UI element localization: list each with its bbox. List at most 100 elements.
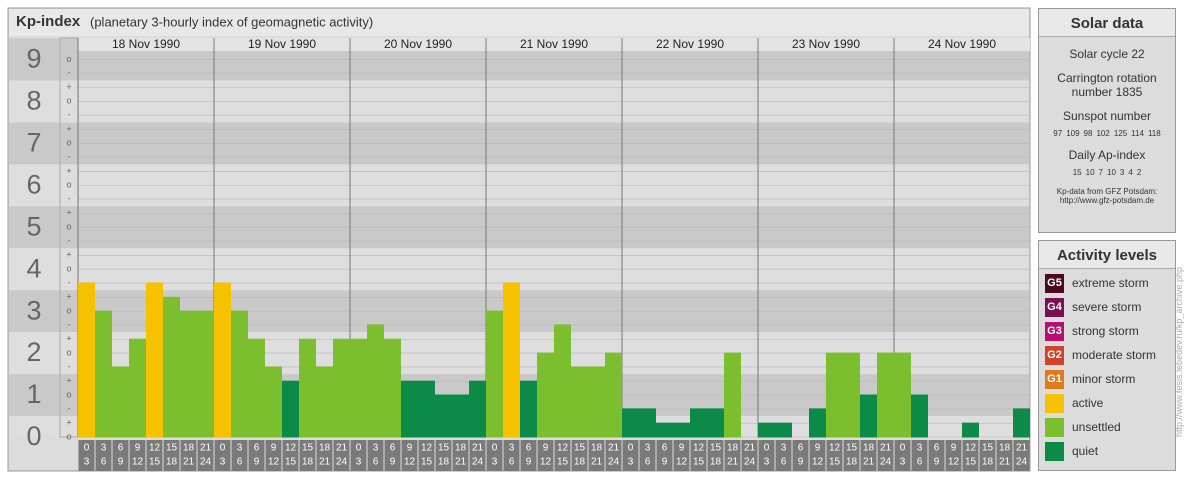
day-label: 23 Nov 1990 [792, 37, 860, 51]
list-value: 125 [1113, 129, 1128, 138]
bar [129, 338, 146, 438]
hour-box [197, 440, 214, 471]
chart-subtitle: (planetary 3-hourly index of geomagnetic… [90, 14, 373, 29]
site-url: http://www.tesis.lebedev.ru/kp_archive.p… [1174, 267, 1184, 437]
solar-title: Solar data [1039, 9, 1175, 37]
level-label: extreme storm [1072, 276, 1149, 290]
hour-start: 9 [135, 443, 141, 454]
bar [911, 394, 928, 438]
hour-end: 6 [917, 457, 923, 468]
hour-end: 9 [798, 457, 804, 468]
hour-box [180, 440, 197, 471]
list-value: 109 [1066, 129, 1080, 138]
date-header [78, 38, 1030, 51]
y-tick-label: 2 [26, 337, 41, 367]
hour-end: 24 [880, 457, 892, 468]
level-row: G4 severe storm [1045, 297, 1169, 317]
hour-end: 6 [781, 457, 787, 468]
hour-end: 21 [319, 457, 331, 468]
y-minor-label: + [66, 82, 71, 92]
hour-end: 21 [183, 457, 195, 468]
hour-box [962, 440, 979, 471]
hour-start: 3 [101, 443, 107, 454]
bar [520, 380, 537, 438]
hour-end: 24 [608, 457, 620, 468]
hour-start: 21 [744, 443, 756, 454]
sunspot-title: Sunspot number [1062, 109, 1152, 123]
hour-start: 0 [220, 443, 226, 454]
list-value: 98 [1083, 129, 1093, 138]
hour-end: 15 [149, 457, 161, 468]
hour-box [163, 440, 180, 471]
day-label: 22 Nov 1990 [656, 37, 724, 51]
solar-cycle: Solar cycle 22 [1069, 47, 1145, 61]
hour-box [282, 440, 299, 471]
hour-end: 15 [285, 457, 297, 468]
hour-box [231, 440, 248, 471]
chart-title: Kp-index [16, 13, 81, 30]
hour-start: 21 [200, 443, 212, 454]
hour-start: 21 [608, 443, 620, 454]
hour-start: 9 [407, 443, 413, 454]
list-value: 4 [1128, 168, 1133, 177]
y-minor-label: + [66, 376, 71, 386]
hour-end: 21 [999, 457, 1011, 468]
hour-box [367, 440, 384, 471]
bar [265, 366, 282, 438]
hour-start: 21 [1016, 443, 1028, 454]
day-label: 21 Nov 1990 [520, 37, 588, 51]
hour-start: 3 [917, 443, 923, 454]
hour-end: 18 [302, 457, 314, 468]
hour-box [316, 440, 333, 471]
hour-end: 15 [829, 457, 841, 468]
hour-start: 3 [237, 443, 243, 454]
hour-start: 12 [421, 443, 433, 454]
hour-box [571, 440, 588, 471]
hour-end: 15 [693, 457, 705, 468]
hour-box [265, 440, 282, 471]
hour-box [758, 440, 775, 471]
kp-chart: Kp-index (planetary 3-hourly index of ge… [7, 7, 1031, 472]
hour-box [792, 440, 809, 471]
y-tick-label: 6 [26, 169, 41, 199]
hour-end: 9 [390, 457, 396, 468]
hour-start: 18 [319, 443, 331, 454]
hour-end: 9 [254, 457, 260, 468]
bar [231, 310, 248, 438]
level-row: unsettled [1045, 417, 1169, 437]
hour-start: 18 [183, 443, 195, 454]
hour-box [860, 440, 877, 471]
y-minor-label: - [68, 68, 71, 78]
hour-box [996, 440, 1013, 471]
hour-box [928, 440, 945, 471]
hour-end: 15 [557, 457, 569, 468]
hour-end: 6 [509, 457, 515, 468]
level-label: strong storm [1072, 324, 1139, 338]
hour-box [877, 440, 894, 471]
hour-start: 12 [149, 443, 161, 454]
level-row: quiet [1045, 441, 1169, 461]
hour-end: 18 [166, 457, 178, 468]
day-label: 24 Nov 1990 [928, 37, 996, 51]
levels-title: Activity levels [1039, 241, 1175, 269]
hour-box [435, 440, 452, 471]
hour-start: 12 [829, 443, 841, 454]
level-row: active [1045, 393, 1169, 413]
y-tick-label: 8 [26, 85, 41, 115]
hour-start: 9 [679, 443, 685, 454]
y-minor-label: - [68, 361, 71, 371]
y-minor-label: o [66, 180, 71, 190]
hour-end: 21 [727, 457, 739, 468]
hour-start: 18 [455, 443, 467, 454]
bar [843, 352, 860, 438]
hour-start: 0 [356, 443, 362, 454]
hour-start: 3 [509, 443, 515, 454]
hour-box [350, 440, 367, 471]
level-label: unsettled [1072, 420, 1121, 434]
hour-start: 12 [557, 443, 569, 454]
bar [503, 282, 520, 438]
list-value: 10 [1107, 168, 1116, 177]
hour-start: 18 [863, 443, 875, 454]
hour-start: 9 [543, 443, 549, 454]
